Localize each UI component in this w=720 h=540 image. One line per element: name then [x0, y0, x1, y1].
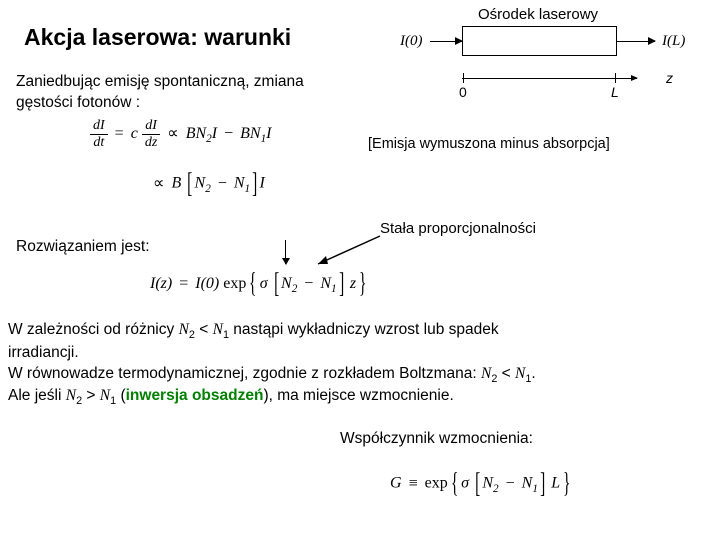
slide-title: Akcja laserowa: warunki: [24, 24, 291, 51]
label-L: L: [611, 84, 619, 100]
equation-prop: ∝ B [N2 − N1]I: [150, 168, 320, 200]
paragraph-body: W zależności od różnicy N2 < N1 nastąpi …: [8, 320, 712, 409]
arrow-in: [430, 41, 462, 42]
label-z: z: [666, 70, 673, 86]
tick-0: [463, 73, 464, 83]
z-axis: [462, 78, 637, 79]
gain-label: Współczynnik wzmocnienia:: [340, 430, 533, 448]
medium-box: [462, 26, 617, 56]
equation-gain: G ≡ exp{σ [N2 − N1] L}: [390, 468, 620, 500]
medium-label: Ośrodek laserowy: [478, 6, 598, 23]
tick-L: [615, 73, 616, 83]
equation-rate: dIdt = c dIdz ∝ BN2I − BN1I: [90, 118, 330, 151]
arrow-down-icon: [285, 240, 286, 264]
paragraph-intro: Zaniedbując emisję spontaniczną, zmiana …: [16, 72, 304, 114]
equation-solution: I(z) = I(0) exp{σ [N2 − N1] z}: [150, 268, 410, 300]
intensity-out-label: I(L): [662, 32, 685, 50]
arrow-out: [617, 41, 655, 42]
const-label: Stała proporcjonalności: [380, 220, 536, 237]
solution-label: Rozwiązaniem jest:: [16, 238, 150, 256]
arrow-diag-icon: [310, 234, 390, 270]
laser-medium-diagram: I(0) I(L) 0 L z: [400, 26, 700, 106]
bracket-note: [Emisja wymuszona minus absorpcja]: [368, 136, 610, 152]
label-0: 0: [459, 84, 467, 100]
intensity-in-label: I(0): [400, 32, 423, 50]
